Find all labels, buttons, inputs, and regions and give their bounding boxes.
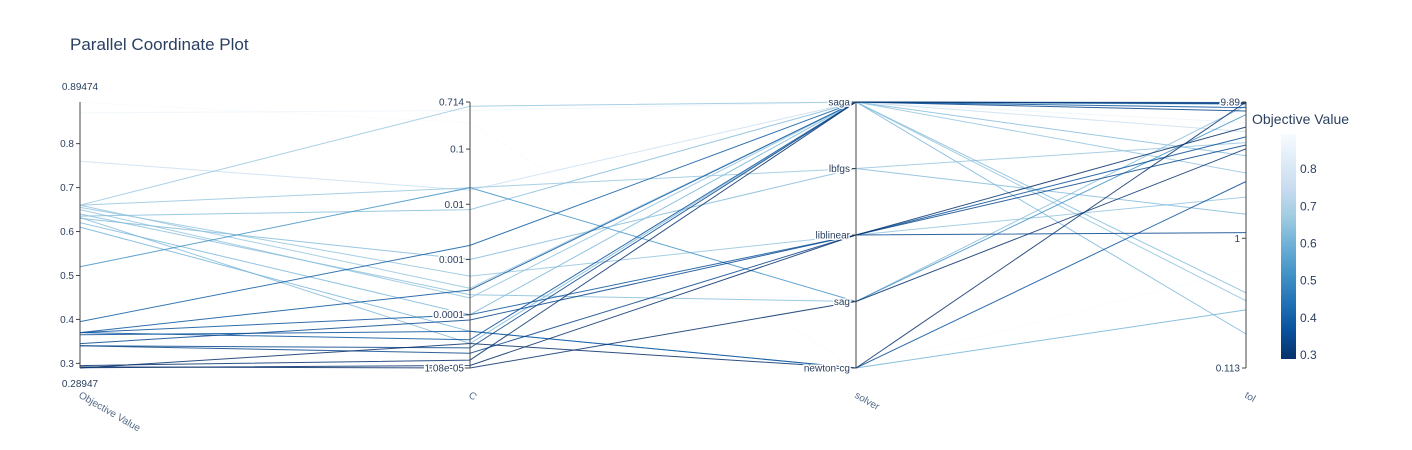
axis-tick-label: 0.7 xyxy=(60,183,74,194)
trial-line xyxy=(79,101,1247,334)
trial-line xyxy=(79,196,1247,277)
trial-line xyxy=(79,101,1247,206)
axis-tick-label: 0.01 xyxy=(445,200,465,211)
trial-line xyxy=(79,101,1247,349)
colorbar-gradient xyxy=(1281,134,1296,359)
axis-tick-label: 0.3 xyxy=(60,359,74,370)
axis-tick-label: 9.89 xyxy=(1221,98,1241,109)
axis-tick-label: 0.113 xyxy=(1216,364,1241,375)
trial-line xyxy=(79,136,1247,334)
axis-tick-label: 0.5 xyxy=(60,271,74,282)
trial-line xyxy=(79,142,1247,206)
axis-tick-label: 0.0001 xyxy=(433,310,464,321)
trial-line xyxy=(79,101,1247,217)
trial-line xyxy=(79,114,1247,303)
trial-line xyxy=(79,105,1247,303)
trial-line xyxy=(79,167,1247,261)
trial-line xyxy=(79,101,1247,369)
colorbar-tick-label: 0.6 xyxy=(1300,237,1317,251)
axis-tick-label: 0.8 xyxy=(60,139,74,150)
axis-4[interactable]: 0.113 1 9.89 tol xyxy=(1214,96,1258,405)
axis-tick-label: newton-cg xyxy=(804,364,850,375)
axis-tick-label: 0.4 xyxy=(60,315,74,326)
colorbar: Objective Value 0.3 0.4 0.5 0.6 0.7 0.8 xyxy=(1252,111,1349,362)
axis-range-max: 0.89474 xyxy=(62,82,99,93)
colorbar-title: Objective Value xyxy=(1252,111,1349,127)
axis-tick-label: sag xyxy=(834,297,850,308)
trial-line xyxy=(79,101,1247,335)
axis-tick-label: 0.001 xyxy=(439,255,464,266)
axis-range-min: 0.28947 xyxy=(62,379,99,390)
axis-title: solver xyxy=(853,390,882,413)
axis-1[interactable]: 0.3 0.4 0.5 0.6 0.7 0.8 0.89474 0.28947Objectiv… xyxy=(59,82,143,434)
trial-line xyxy=(79,181,1247,369)
axis-title: Objective Value xyxy=(77,390,143,434)
axis-tick-label: saga xyxy=(828,98,850,109)
axis-tick-label: 0.6 xyxy=(60,227,74,238)
trial-line xyxy=(79,101,1247,345)
trial-line xyxy=(79,126,1247,369)
trial-line xyxy=(79,101,1247,302)
axis-title: C xyxy=(467,390,479,403)
axis-tick-label: lbfgs xyxy=(829,164,850,175)
trial-line xyxy=(79,148,1247,369)
colorbar-tick-label: 0.8 xyxy=(1300,162,1317,176)
colorbar-tick-label: 0.3 xyxy=(1300,348,1317,362)
axis-2[interactable]: 1.08e-05 0.0001 0.001 0.01 0.1 0.714 C xyxy=(423,96,479,404)
axis-title: tol xyxy=(1243,390,1258,405)
trial-line xyxy=(79,101,1247,124)
trial-line xyxy=(79,101,1247,367)
trial-line xyxy=(79,144,1247,354)
colorbar-tick-label: 0.4 xyxy=(1300,311,1317,325)
trial-line xyxy=(79,101,1247,369)
axis-tick-label: 0.714 xyxy=(439,98,464,109)
axis-tick-label: 1.08e-05 xyxy=(425,364,465,375)
colorbar-tick-label: 0.7 xyxy=(1300,199,1317,213)
trial-line xyxy=(79,232,1247,345)
axis-tick-label: 0.1 xyxy=(450,145,464,156)
chart-title: Parallel Coordinate Plot xyxy=(70,35,249,54)
axes: 0.3 0.4 0.5 0.6 0.7 0.8 0.89474 0.28947Objectiv… xyxy=(59,82,1258,434)
trial-lines xyxy=(79,101,1247,369)
trial-line xyxy=(79,101,1247,289)
colorbar-tick-label: 0.5 xyxy=(1300,274,1317,288)
axis-tick-label: liblinear xyxy=(816,231,851,242)
trial-line xyxy=(79,101,1247,191)
axis-tick-label: 1 xyxy=(1234,234,1240,245)
